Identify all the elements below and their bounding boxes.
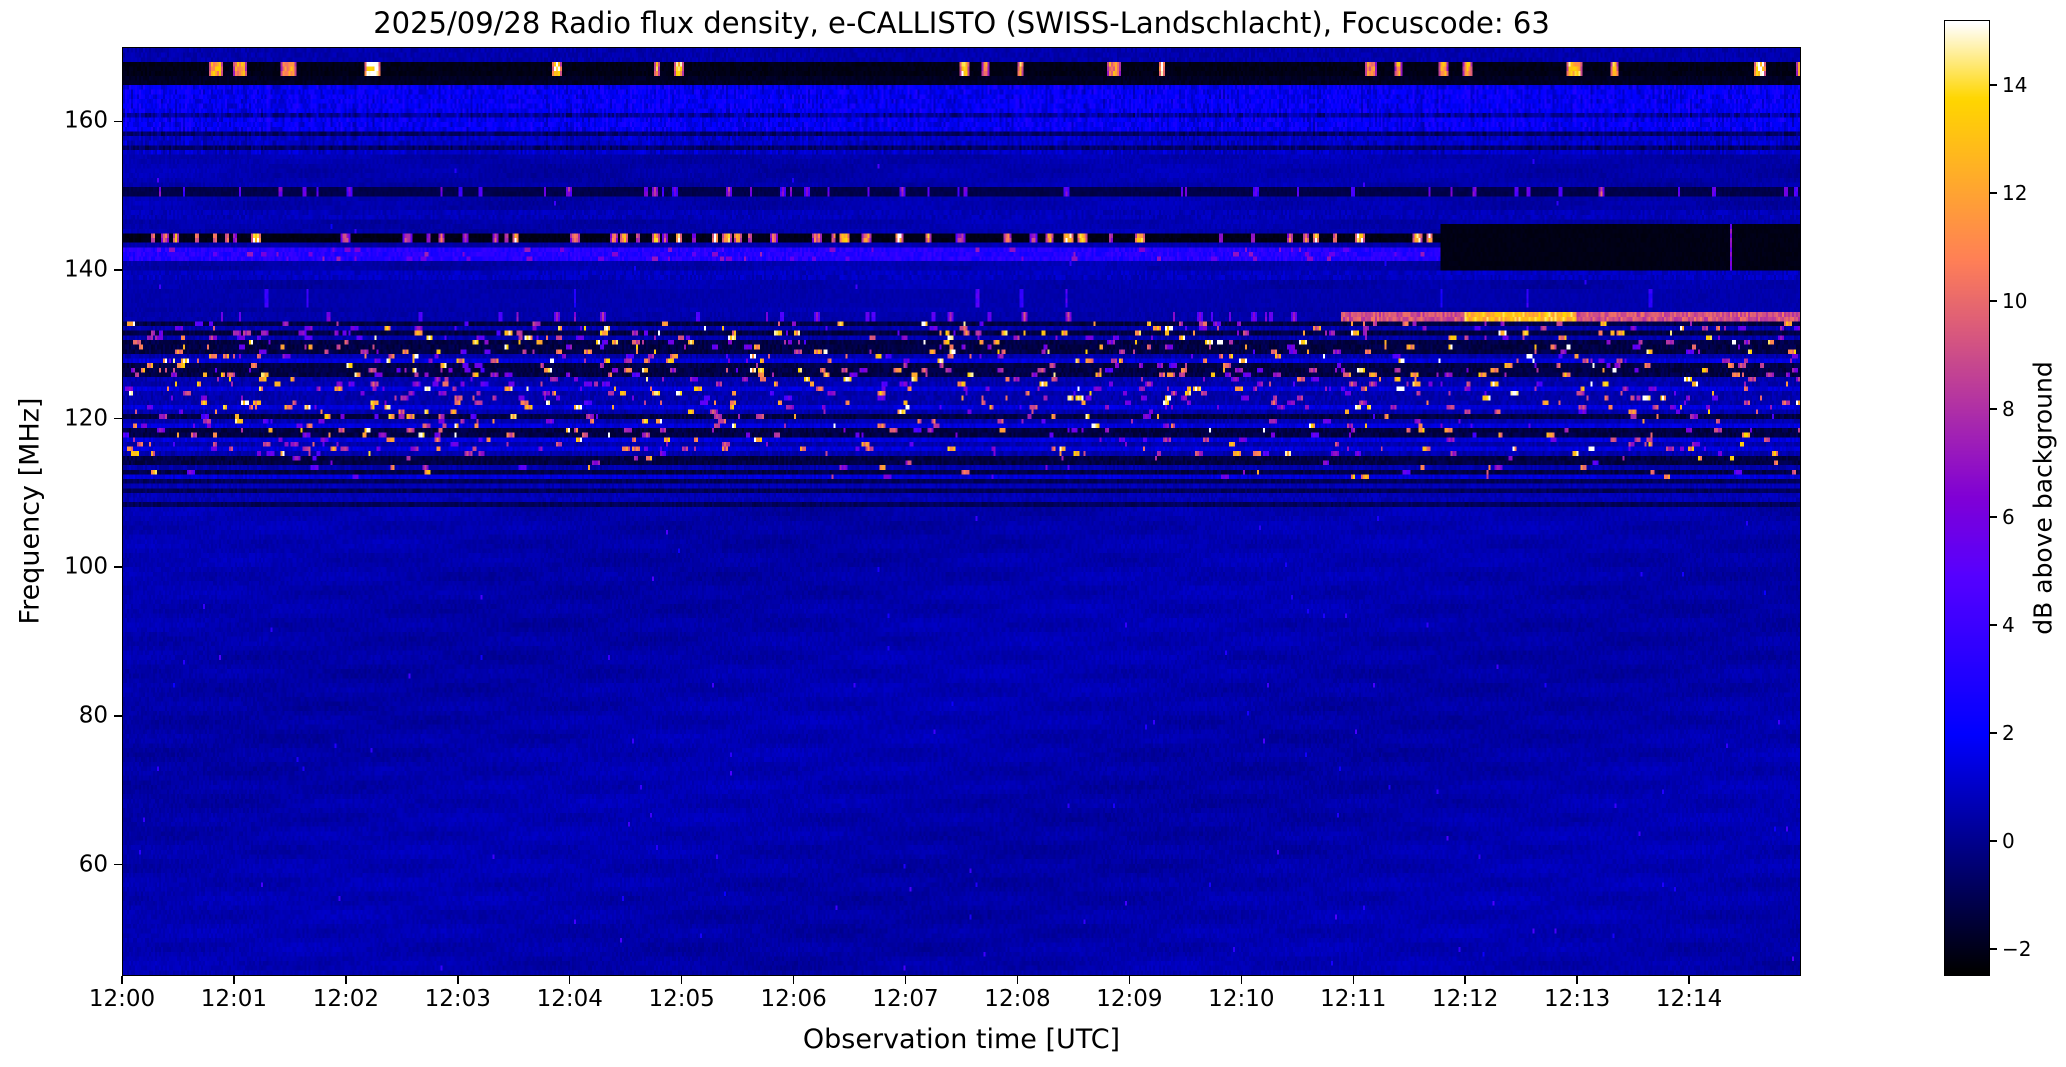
x-tick <box>1464 976 1466 984</box>
x-tick-label: 12:10 <box>1208 986 1275 1012</box>
x-tick <box>792 976 795 984</box>
x-tick-label: 12:07 <box>872 986 939 1012</box>
plot-area <box>122 47 1801 976</box>
y-axis-label: Frequency [MHz] <box>14 397 46 625</box>
colorbar-tick <box>1990 624 1997 626</box>
colorbar-tick-label: 12 <box>2002 180 2028 205</box>
colorbar-tick-label: 14 <box>2002 72 2028 97</box>
x-tick <box>680 976 683 984</box>
x-tick-label: 12:01 <box>200 986 268 1012</box>
x-tick <box>121 976 123 984</box>
x-tick <box>1128 976 1131 984</box>
x-tick-label: 12:05 <box>648 986 715 1012</box>
x-tick <box>457 976 459 984</box>
x-tick-label: 12:08 <box>984 986 1051 1012</box>
colorbar-tick <box>1990 408 1997 410</box>
x-tick <box>1688 976 1690 984</box>
y-tick <box>114 566 122 568</box>
colorbar-tick <box>1990 516 1997 518</box>
x-tick-label: 12:12 <box>1432 986 1499 1012</box>
colorbar-tick <box>1990 300 1997 302</box>
x-tick <box>345 976 347 984</box>
x-tick-label: 12:02 <box>312 986 380 1012</box>
colorbar <box>1944 20 1990 976</box>
x-tick <box>1240 976 1243 984</box>
x-tick <box>568 976 571 984</box>
x-tick-label: 12:14 <box>1655 986 1723 1012</box>
x-tick-label: 12:04 <box>536 986 603 1012</box>
y-tick-label: 60 <box>78 851 108 878</box>
x-tick-label: 12:13 <box>1543 986 1611 1012</box>
x-tick-label: 12:06 <box>760 986 827 1012</box>
colorbar-tick-label: 4 <box>2002 612 2015 637</box>
x-tick <box>1576 976 1578 984</box>
y-tick-label: 120 <box>64 405 108 432</box>
x-tick-label: 12:03 <box>424 986 491 1012</box>
colorbar-tick-label: 8 <box>2002 396 2015 421</box>
x-tick-label: 12:00 <box>88 986 156 1012</box>
colorbar-tick <box>1990 840 1997 842</box>
x-tick <box>233 976 235 984</box>
x-tick <box>904 976 907 984</box>
x-tick-label: 12:11 <box>1320 986 1387 1012</box>
y-tick <box>114 269 122 271</box>
colorbar-tick <box>1990 192 1997 194</box>
chart-title: 2025/09/28 Radio flux density, e-CALLIST… <box>373 6 1550 40</box>
colorbar-tick-label: 2 <box>2002 720 2015 745</box>
colorbar-tick-label: 6 <box>2002 504 2015 529</box>
y-tick-label: 140 <box>64 256 108 283</box>
colorbar-tick <box>1990 84 1997 86</box>
y-tick-label: 160 <box>64 107 108 134</box>
colorbar-label: dB above background <box>2028 361 2058 635</box>
colorbar-tick-label: 10 <box>2002 288 2028 313</box>
y-tick <box>114 417 122 420</box>
y-tick-label: 80 <box>78 702 108 729</box>
spectrogram-canvas <box>123 48 1800 975</box>
x-tick <box>1016 976 1019 984</box>
y-tick <box>114 120 122 123</box>
colorbar-tick-label: −2 <box>2002 936 2032 961</box>
x-tick <box>1352 976 1355 984</box>
colorbar-tick-label: 0 <box>2002 828 2015 853</box>
colorbar-tick <box>1990 732 1997 734</box>
x-tick-label: 12:09 <box>1096 986 1163 1012</box>
y-tick <box>114 863 122 866</box>
colorbar-gradient-canvas <box>1945 21 1989 975</box>
colorbar-tick <box>1990 948 1997 950</box>
y-tick-label: 100 <box>64 553 108 580</box>
y-tick <box>114 715 122 717</box>
x-axis-label: Observation time [UTC] <box>802 1024 1121 1055</box>
